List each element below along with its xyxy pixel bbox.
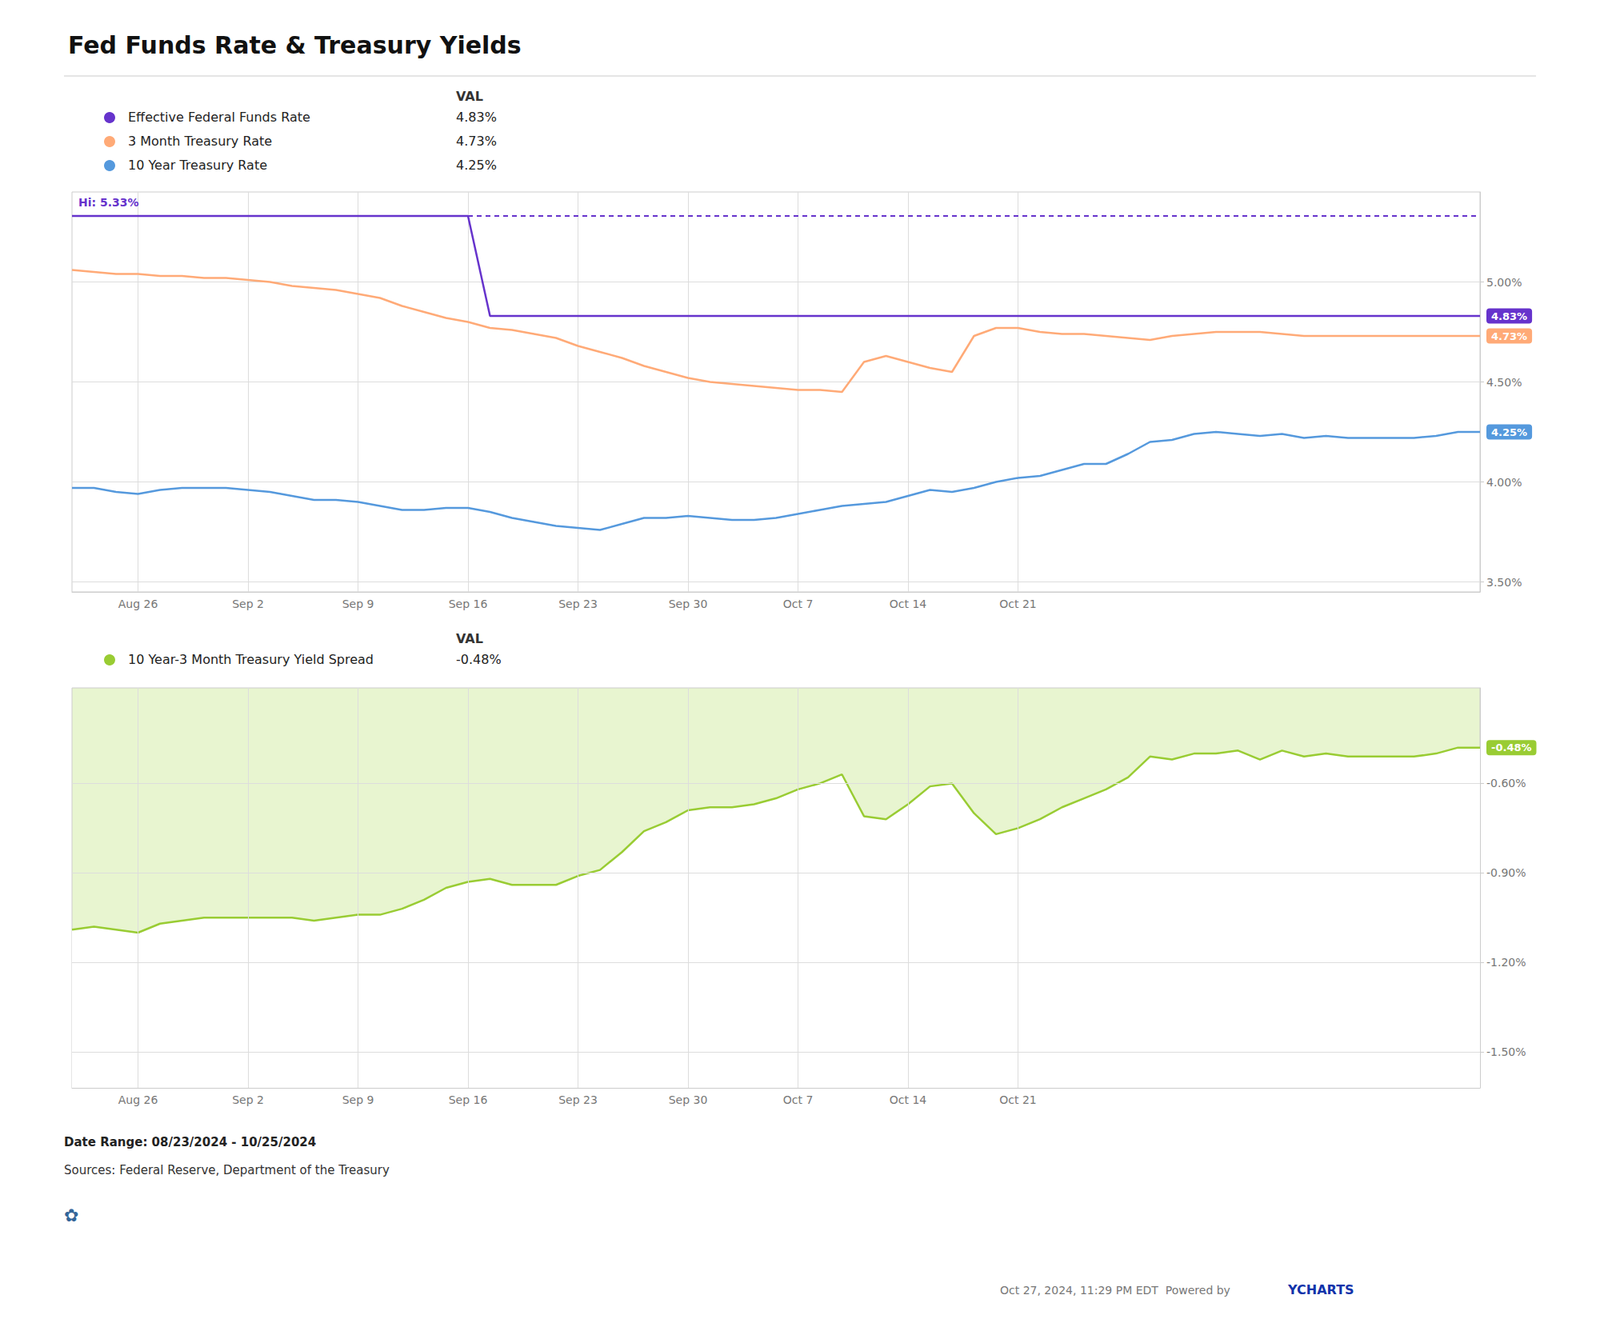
svg-text:4.00%: 4.00% — [1486, 476, 1522, 489]
svg-text:10 Year Treasury Rate: 10 Year Treasury Rate — [128, 157, 268, 173]
svg-text:Sep 9: Sep 9 — [342, 597, 375, 611]
svg-text:Oct 27, 2024, 11:29 PM EDT Po: Oct 27, 2024, 11:29 PM EDT Powered by — [1000, 1284, 1234, 1297]
svg-text:Aug 26: Aug 26 — [118, 1093, 159, 1107]
svg-text:-1.50%: -1.50% — [1486, 1045, 1527, 1059]
svg-text:Oct 7: Oct 7 — [783, 597, 814, 611]
svg-text:Sep 2: Sep 2 — [232, 597, 264, 611]
svg-text:4.83%: 4.83% — [456, 109, 497, 125]
svg-text:4.83%: 4.83% — [1491, 310, 1528, 323]
svg-text:-1.20%: -1.20% — [1486, 956, 1527, 969]
svg-text:Sep 16: Sep 16 — [448, 1093, 488, 1107]
svg-text:Date Range: 08/23/2024 - 10/25: Date Range: 08/23/2024 - 10/25/2024 — [64, 1135, 316, 1150]
svg-text:5.00%: 5.00% — [1486, 276, 1522, 289]
svg-text:Sep 9: Sep 9 — [342, 1093, 375, 1107]
svg-text:Sep 16: Sep 16 — [448, 597, 488, 611]
svg-text:Sep 23: Sep 23 — [558, 597, 598, 611]
svg-text:Sep 30: Sep 30 — [668, 597, 708, 611]
svg-text:-0.48%: -0.48% — [1491, 741, 1532, 754]
svg-text:✿: ✿ — [64, 1205, 79, 1226]
svg-text:Aug 26: Aug 26 — [118, 597, 159, 611]
svg-text:Oct 21: Oct 21 — [999, 597, 1036, 611]
svg-text:VAL: VAL — [456, 88, 484, 104]
svg-text:Oct 7: Oct 7 — [783, 1093, 814, 1107]
svg-text:-0.48%: -0.48% — [456, 652, 502, 668]
svg-text:Oct 21: Oct 21 — [999, 1093, 1036, 1107]
svg-text:-0.60%: -0.60% — [1486, 776, 1527, 790]
svg-text:Sep 30: Sep 30 — [668, 1093, 708, 1107]
svg-text:Sources: Federal Reserve, Depa: Sources: Federal Reserve, Department of … — [64, 1163, 390, 1178]
svg-text:Effective Federal Funds Rate: Effective Federal Funds Rate — [128, 109, 311, 125]
svg-text:4.25%: 4.25% — [1491, 426, 1528, 439]
svg-text:4.73%: 4.73% — [1491, 330, 1528, 343]
svg-text:Oct 14: Oct 14 — [889, 597, 928, 611]
svg-text:3.50%: 3.50% — [1486, 576, 1522, 589]
svg-text:4.25%: 4.25% — [456, 157, 497, 173]
svg-text:Sep 2: Sep 2 — [232, 1093, 264, 1107]
svg-text:3 Month Treasury Rate: 3 Month Treasury Rate — [128, 133, 272, 149]
svg-text:Hi: 5.33%: Hi: 5.33% — [78, 196, 140, 209]
svg-text:YCHARTS: YCHARTS — [1287, 1282, 1355, 1298]
svg-text:Oct 14: Oct 14 — [889, 1093, 928, 1107]
svg-text:4.73%: 4.73% — [456, 133, 497, 149]
svg-text:Sep 23: Sep 23 — [558, 1093, 598, 1107]
svg-text:VAL: VAL — [456, 631, 484, 647]
svg-text:4.50%: 4.50% — [1486, 376, 1522, 389]
svg-text:Fed Funds Rate & Treasury Yiel: Fed Funds Rate & Treasury Yields — [68, 31, 522, 60]
svg-text:10 Year-3 Month Treasury Yield: 10 Year-3 Month Treasury Yield Spread — [128, 652, 374, 668]
svg-text:-0.90%: -0.90% — [1486, 866, 1527, 880]
